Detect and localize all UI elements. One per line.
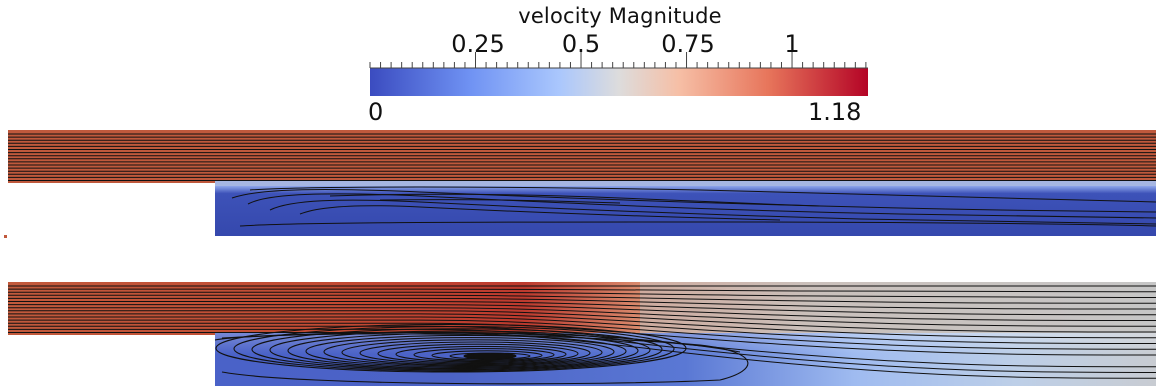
colorbar-ticks [369,52,868,69]
lower-eddy-streamlines [214,323,749,385]
upper-eddy-streamlines [231,186,1156,227]
streamline [249,186,1156,203]
eddy-loop [305,334,627,368]
lower-shading [215,333,1156,386]
streamline [8,288,1156,293]
streamline [8,301,1156,316]
upper-edge-strip [215,181,1156,187]
streamline [239,221,1156,227]
streamline [8,294,1156,304]
streamline [8,319,1156,350]
eddy-loop [431,350,543,361]
colorbar-tick-label: 0.25 [451,30,505,58]
upper-streamlines [8,133,1156,181]
lower-flow-panel [8,282,1156,386]
streamline [231,189,1156,213]
eddy-core [463,352,517,360]
eddy-loop [233,326,675,372]
separating-streamline [221,331,741,353]
streamline [8,328,1156,373]
eddy-loop [215,323,687,373]
streamline [8,307,1156,327]
eddy-loop [323,337,615,367]
streamline [8,316,1156,344]
streamline [8,297,1156,310]
eddy-loop [269,330,651,370]
colorbar-tick-label: 1 [784,30,800,58]
streamline [8,313,1156,339]
colorbar-tick-label: 0.75 [661,30,715,58]
eddy-loop [251,328,663,371]
streamline [269,199,1156,225]
upper-recirculation-region [215,186,1156,236]
eddy-loop [377,343,579,364]
colorbar [369,52,868,96]
upper-flow-panel [8,130,1156,236]
streamline [8,304,1156,321]
eddy-loop [413,348,555,362]
eddy-loop [395,345,567,363]
streamline [8,310,1156,333]
colorbar-min-label: 0 [368,98,384,126]
streamline [299,205,781,221]
streamline [247,193,1156,219]
streamline [8,291,1156,298]
colorbar-tick-label: 0.5 [561,30,601,58]
streamline [379,199,621,204]
eddy-loop [341,339,603,366]
eddy-outer-loop [214,333,749,385]
colorbar-title: velocity Magnitude [518,4,722,28]
colorbar-max-label: 1.18 [808,98,862,126]
colorbar-gradient [370,68,868,96]
eddy-loop [287,332,639,369]
eddy-loop [359,341,591,365]
upper-jet-region [8,130,1156,183]
edge-marker [4,235,7,238]
streamline [329,193,821,207]
